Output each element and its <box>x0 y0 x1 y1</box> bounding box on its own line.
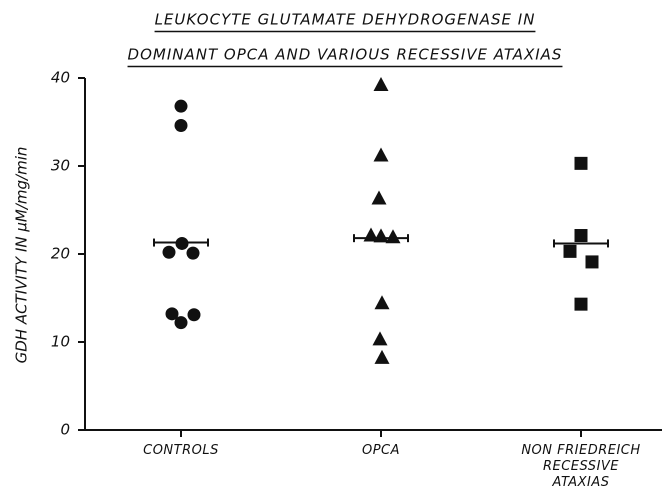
data-point <box>165 307 179 321</box>
data-point <box>374 349 390 364</box>
data-point <box>574 156 588 170</box>
chart-title: DOMINANT OPCA AND VARIOUS RECESSIVE ATAX… <box>128 46 563 64</box>
data-point <box>174 99 188 113</box>
y-tick-label: 30 <box>51 157 70 175</box>
data-point <box>174 316 188 330</box>
y-tick-label: 20 <box>51 245 70 263</box>
y-axis-label: GDH ACTIVITY IN μM/mg/min <box>13 147 31 364</box>
data-point <box>574 229 588 243</box>
data-point <box>162 245 176 259</box>
data-point <box>585 255 599 269</box>
x-tick-label: CONTROLS <box>143 443 219 458</box>
data-point <box>385 229 401 244</box>
data-point <box>187 308 201 322</box>
data-point <box>563 244 577 258</box>
y-tick-label: 0 <box>60 421 70 439</box>
data-point <box>186 246 200 260</box>
data-point <box>373 147 389 162</box>
data-point <box>574 297 588 311</box>
y-tick-label: 10 <box>51 333 70 351</box>
x-tick-label: OPCA <box>361 443 401 458</box>
data-point <box>372 331 388 346</box>
chart-title: LEUKOCYTE GLUTAMATE DEHYDROGENASE IN <box>155 11 536 29</box>
data-point <box>174 119 188 133</box>
data-point <box>374 295 390 310</box>
data-point <box>373 228 389 243</box>
y-tick-label: 40 <box>51 69 70 87</box>
data-point <box>371 190 387 205</box>
data-point <box>373 77 389 92</box>
x-tick-label: NON FRIEDREICH RECESSIVE ATAXIAS <box>521 443 641 490</box>
